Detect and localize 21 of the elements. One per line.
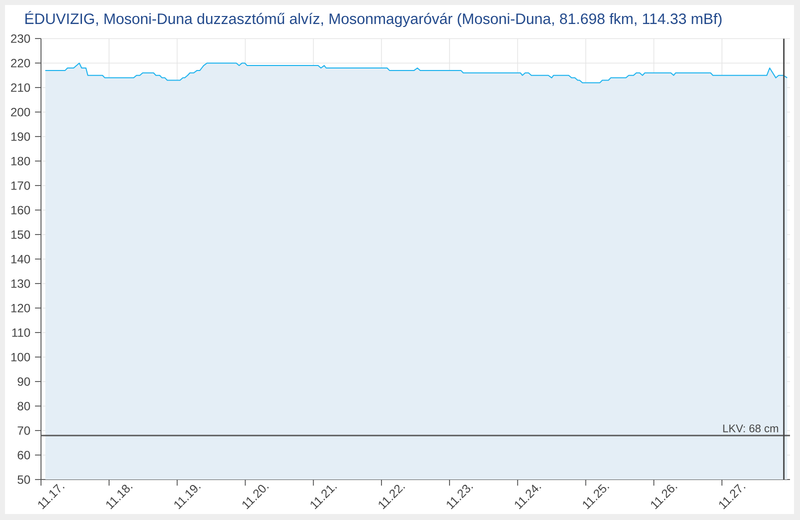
y-tick-label: 200: [11, 108, 30, 116]
y-tick-label: 170: [11, 181, 30, 190]
y-tick-label: 220: [11, 58, 30, 68]
y-tick-label: 190: [11, 132, 30, 141]
y-tick-label: 110: [12, 328, 30, 337]
y-tick-label: 210: [11, 83, 30, 92]
y-tick-label: 100: [11, 352, 30, 362]
y-tick-label: 120: [11, 304, 30, 312]
chart-title: ÉDUVIZIG, Mosoni-Duna duzzasztómű alvíz, Mosonmagyaróvár (Mosoni-Duna, 81.698 fkm, 114.33 mBf): [25, 10, 722, 28]
y-tick-label: 160: [11, 206, 30, 214]
y-tick-label: 130: [11, 279, 30, 288]
y-tick-label: 150: [11, 230, 30, 239]
y-tick-label: 60: [18, 450, 30, 460]
y-tick-label: 230: [11, 34, 30, 43]
y-tick-label: 90: [18, 377, 30, 386]
y-tick-label: 80: [18, 402, 30, 410]
y-tick-label: 50: [18, 475, 30, 484]
ref-line-label: LKV: 68 cm: [723, 424, 778, 432]
y-tick-label: 180: [11, 156, 30, 166]
y-tick-label: 140: [11, 254, 30, 264]
y-tick-label: 70: [18, 426, 30, 435]
